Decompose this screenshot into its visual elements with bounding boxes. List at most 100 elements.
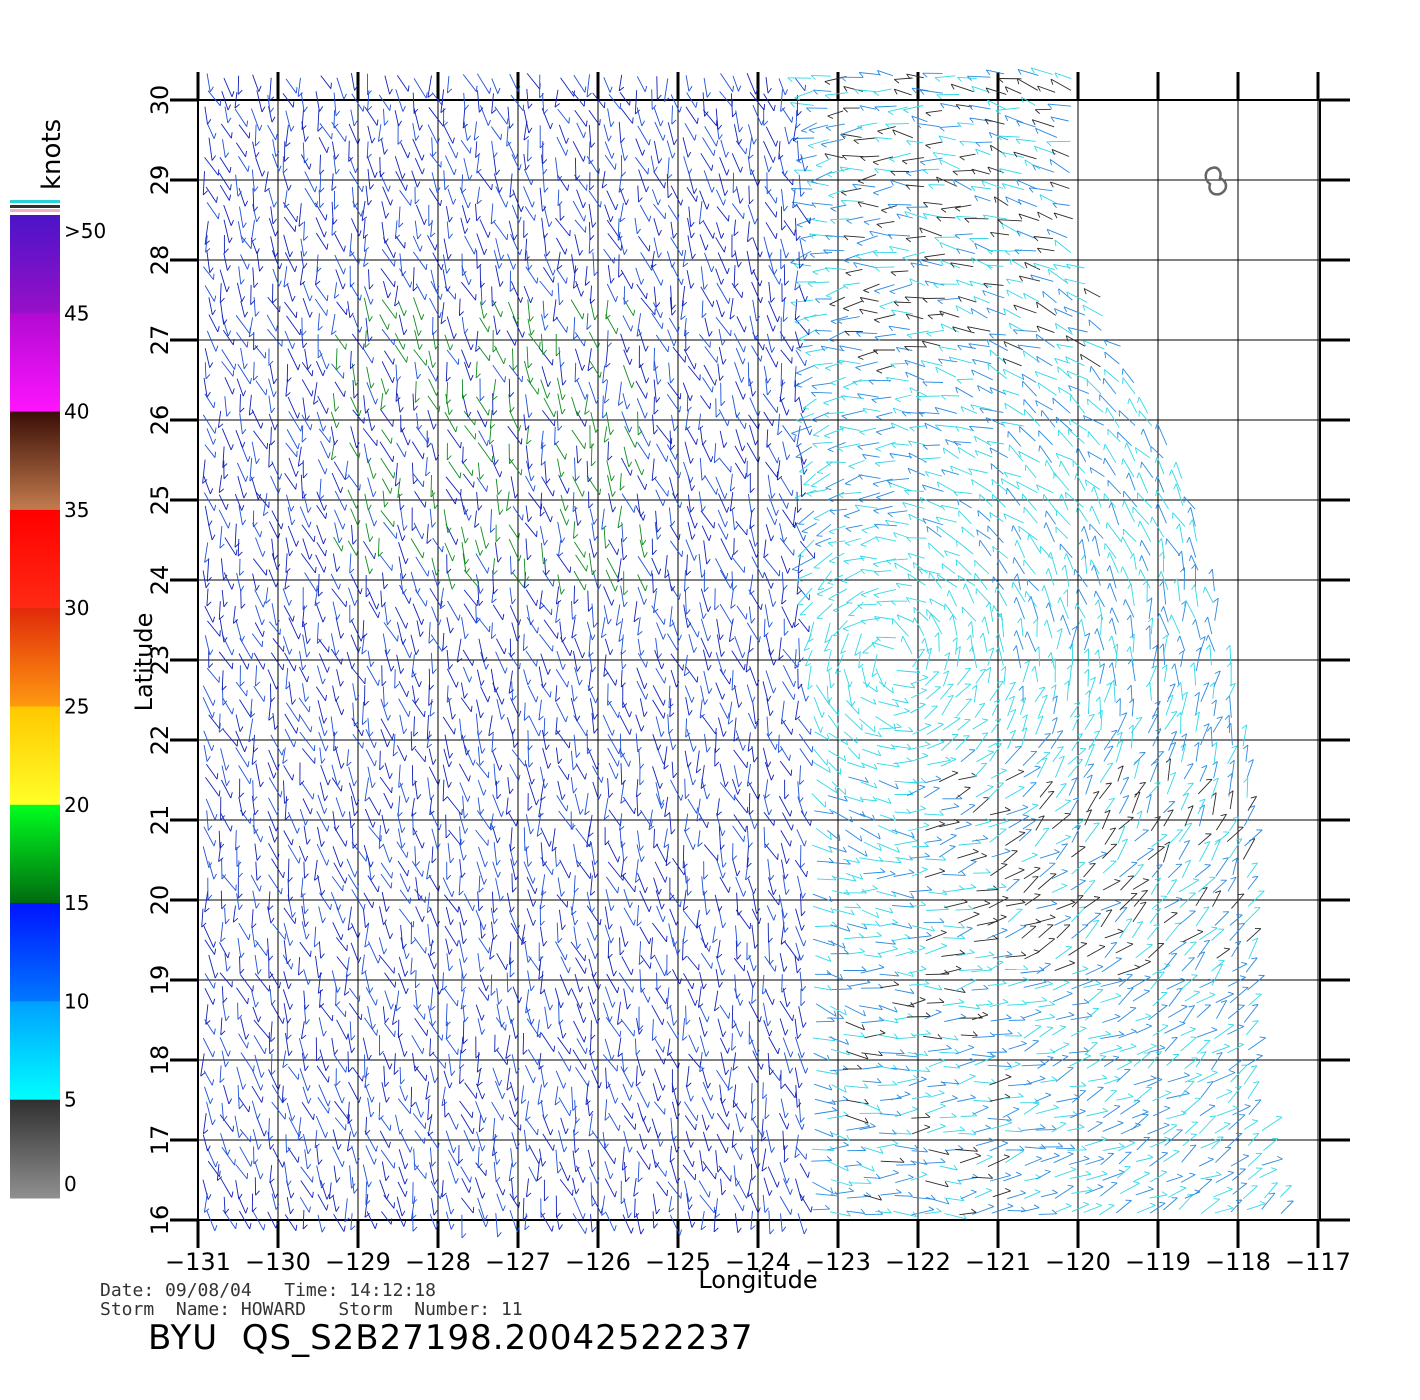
wind-vector bbox=[425, 1081, 430, 1100]
wind-barb bbox=[1070, 1166, 1077, 1170]
wind-vector bbox=[282, 636, 290, 655]
wind-vector bbox=[395, 990, 400, 1011]
wind-barb bbox=[327, 1107, 330, 1114]
wind-barb bbox=[783, 630, 789, 636]
wind-barb bbox=[385, 1175, 390, 1181]
wind-barb bbox=[304, 855, 309, 862]
wind-vector bbox=[523, 702, 526, 721]
wind-barb bbox=[390, 882, 393, 889]
wind-vector bbox=[505, 797, 509, 815]
wind-barb bbox=[348, 1067, 353, 1073]
wind-vector bbox=[878, 1018, 899, 1024]
wind-vector bbox=[619, 937, 621, 956]
wind-barb bbox=[685, 1019, 691, 1025]
wind-barb bbox=[231, 649, 235, 656]
wind-barb bbox=[609, 1173, 614, 1179]
wind-vector bbox=[508, 1116, 521, 1131]
wind-vector bbox=[459, 718, 463, 741]
wind-barb bbox=[449, 857, 455, 864]
wind-vector bbox=[1118, 1151, 1132, 1165]
wind-vector bbox=[364, 971, 371, 993]
wind-vector bbox=[768, 1036, 779, 1055]
colorbar-segment bbox=[10, 706, 60, 806]
wind-vector bbox=[1227, 745, 1238, 764]
wind-vector bbox=[555, 1149, 559, 1174]
wind-vector bbox=[733, 765, 740, 787]
wind-vector bbox=[1167, 863, 1183, 879]
wind-vector bbox=[621, 956, 632, 976]
wind-vector bbox=[800, 893, 802, 916]
wind-barb bbox=[762, 989, 768, 995]
wind-barb bbox=[834, 1010, 837, 1017]
wind-barb bbox=[225, 764, 230, 771]
wind-vector bbox=[1135, 1025, 1152, 1034]
wind-vector bbox=[1046, 619, 1053, 639]
wind-vector bbox=[956, 927, 973, 938]
wind-barb bbox=[756, 1049, 760, 1056]
wind-vector bbox=[398, 973, 407, 994]
wind-barb bbox=[485, 1221, 489, 1228]
wind-vector bbox=[687, 763, 694, 786]
wind-vector bbox=[990, 1017, 1012, 1022]
wind-vector bbox=[876, 890, 897, 898]
wind-barb bbox=[767, 761, 772, 768]
wind-barb bbox=[212, 998, 216, 1005]
wind-barb bbox=[1162, 664, 1168, 669]
wind-barb bbox=[327, 779, 331, 786]
wind-barb bbox=[690, 1095, 694, 1102]
wind-vector bbox=[1084, 1008, 1099, 1021]
wind-vector bbox=[1211, 960, 1225, 972]
colorbar-tick-label: >50 bbox=[64, 219, 106, 243]
wind-barb bbox=[375, 999, 378, 1006]
wind-vector bbox=[587, 1149, 593, 1167]
wind-barb bbox=[672, 1135, 677, 1141]
wind-vector bbox=[636, 1086, 649, 1108]
wind-vector bbox=[1164, 664, 1168, 682]
wind-vector bbox=[735, 1177, 747, 1199]
wind-vector bbox=[876, 873, 896, 880]
wind-barb bbox=[611, 729, 615, 736]
wind-vector bbox=[715, 682, 723, 700]
wind-vector bbox=[1081, 619, 1086, 637]
wind-barb bbox=[429, 941, 435, 947]
wind-barb bbox=[515, 1095, 519, 1102]
wind-vector bbox=[218, 830, 221, 849]
wind-barb bbox=[954, 1079, 960, 1085]
wind-barb bbox=[896, 1094, 902, 1099]
wind-vector bbox=[477, 746, 481, 766]
wind-barb bbox=[673, 1020, 678, 1026]
wind-vector bbox=[510, 922, 524, 944]
wind-vector bbox=[637, 872, 646, 893]
wind-vector bbox=[380, 1149, 395, 1169]
wind-barb bbox=[960, 1013, 967, 1018]
wind-vector bbox=[618, 972, 633, 993]
wind-vector bbox=[475, 762, 489, 779]
wind-vector bbox=[364, 1084, 373, 1103]
wind-vector bbox=[781, 909, 786, 933]
wind-vector bbox=[379, 750, 381, 770]
wind-barb bbox=[246, 1042, 249, 1049]
wind-barb bbox=[748, 842, 753, 848]
wind-barb bbox=[1032, 803, 1039, 806]
wind-vector bbox=[208, 714, 221, 730]
wind-vector bbox=[347, 1033, 352, 1053]
wind-vector bbox=[572, 1049, 586, 1070]
wind-barb bbox=[434, 1077, 438, 1084]
wind-vector bbox=[428, 748, 434, 765]
wind-vector bbox=[1100, 909, 1113, 928]
wind-vector bbox=[637, 1161, 640, 1182]
wind-vector bbox=[605, 1212, 615, 1232]
wind-barb bbox=[752, 1147, 758, 1153]
wind-vector bbox=[960, 1115, 977, 1117]
wind-barb bbox=[786, 1001, 791, 1008]
wind-vector bbox=[663, 828, 668, 848]
wind-barb bbox=[1034, 893, 1041, 896]
wind-vector bbox=[718, 826, 722, 850]
wind-barb bbox=[889, 870, 896, 875]
wind-vector bbox=[1227, 683, 1236, 699]
wind-vector bbox=[1149, 1194, 1168, 1199]
wind-vector bbox=[592, 781, 599, 800]
wind-vector bbox=[1180, 1036, 1197, 1052]
wind-vector bbox=[557, 1051, 570, 1072]
wind-vector bbox=[795, 1114, 803, 1130]
